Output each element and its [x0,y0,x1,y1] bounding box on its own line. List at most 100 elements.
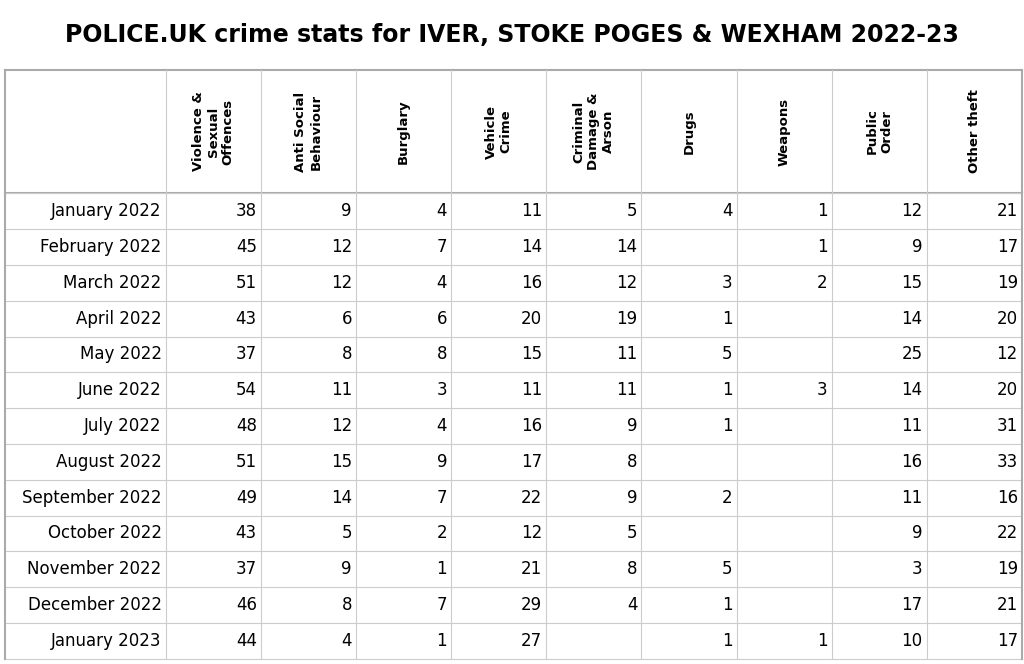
Text: April 2022: April 2022 [76,309,162,327]
Text: 19: 19 [996,274,1018,292]
Text: 4: 4 [436,203,447,220]
Text: 27: 27 [521,631,542,650]
Text: 19: 19 [616,309,637,327]
Text: 37: 37 [236,345,257,363]
Text: 25: 25 [901,345,923,363]
Text: 9: 9 [341,560,352,578]
Text: 4: 4 [722,203,732,220]
Text: 1: 1 [722,381,732,399]
Text: 16: 16 [521,417,542,435]
Text: 1: 1 [817,631,827,650]
Text: 9: 9 [341,203,352,220]
Text: 8: 8 [627,453,637,471]
Text: 1: 1 [722,417,732,435]
Text: 20: 20 [521,309,542,327]
Text: 3: 3 [912,560,923,578]
Text: 9: 9 [627,417,637,435]
Text: 7: 7 [436,489,447,507]
Text: 14: 14 [521,238,542,256]
Text: 20: 20 [996,309,1018,327]
Text: 12: 12 [331,274,352,292]
Text: 1: 1 [436,631,447,650]
Text: 22: 22 [996,525,1018,542]
Text: 4: 4 [436,274,447,292]
Text: 8: 8 [341,596,352,614]
Text: 17: 17 [521,453,542,471]
Text: 22: 22 [521,489,542,507]
Text: 14: 14 [616,238,637,256]
Text: February 2022: February 2022 [40,238,162,256]
Text: 31: 31 [996,417,1018,435]
Text: 45: 45 [236,238,257,256]
Text: 12: 12 [616,274,637,292]
Text: 12: 12 [331,238,352,256]
Text: Violence &
Sexual
Offences: Violence & Sexual Offences [191,92,234,171]
Text: 11: 11 [901,417,923,435]
Text: 4: 4 [436,417,447,435]
Text: 11: 11 [901,489,923,507]
Text: 14: 14 [331,489,352,507]
Text: 33: 33 [996,453,1018,471]
Text: August 2022: August 2022 [56,453,162,471]
Text: 14: 14 [901,381,923,399]
Text: September 2022: September 2022 [23,489,162,507]
Text: 43: 43 [236,525,257,542]
Text: 6: 6 [436,309,447,327]
Text: 4: 4 [627,596,637,614]
Text: Burglary: Burglary [397,99,410,164]
Text: 17: 17 [996,238,1018,256]
Text: 5: 5 [627,203,637,220]
Text: July 2022: July 2022 [84,417,162,435]
Text: 1: 1 [722,631,732,650]
Text: 51: 51 [236,453,257,471]
Text: 16: 16 [521,274,542,292]
Text: 15: 15 [331,453,352,471]
Text: March 2022: March 2022 [63,274,162,292]
Text: 1: 1 [817,238,827,256]
Text: 17: 17 [901,596,923,614]
Text: 1: 1 [722,309,732,327]
Text: 10: 10 [901,631,923,650]
Text: 5: 5 [341,525,352,542]
Text: 48: 48 [236,417,257,435]
Text: 12: 12 [901,203,923,220]
Text: 3: 3 [817,381,827,399]
Text: October 2022: October 2022 [48,525,162,542]
Text: 21: 21 [996,203,1018,220]
Text: 9: 9 [912,238,923,256]
Text: 15: 15 [521,345,542,363]
Text: Vehicle
Crime: Vehicle Crime [484,104,513,159]
Text: 8: 8 [341,345,352,363]
Text: 9: 9 [627,489,637,507]
Text: 16: 16 [996,489,1018,507]
Text: 20: 20 [996,381,1018,399]
Text: December 2022: December 2022 [28,596,162,614]
Text: 29: 29 [521,596,542,614]
Text: 11: 11 [521,381,542,399]
Text: 2: 2 [817,274,827,292]
Text: January 2022: January 2022 [51,203,162,220]
Text: 14: 14 [901,309,923,327]
Text: Public
Order: Public Order [865,109,893,155]
Text: 49: 49 [236,489,257,507]
Text: 1: 1 [817,203,827,220]
Text: 9: 9 [436,453,447,471]
Text: 12: 12 [996,345,1018,363]
Text: 8: 8 [627,560,637,578]
Text: 11: 11 [331,381,352,399]
Text: 9: 9 [912,525,923,542]
Text: Criminal
Damage &
Arson: Criminal Damage & Arson [572,93,615,170]
Text: 3: 3 [722,274,732,292]
Text: 4: 4 [341,631,352,650]
Text: 44: 44 [236,631,257,650]
Text: 6: 6 [341,309,352,327]
Text: 2: 2 [436,525,447,542]
Text: June 2022: June 2022 [78,381,162,399]
Text: 5: 5 [627,525,637,542]
Text: 21: 21 [996,596,1018,614]
Text: 5: 5 [722,560,732,578]
Text: 7: 7 [436,596,447,614]
Text: 11: 11 [616,345,637,363]
Text: Other theft: Other theft [968,90,981,173]
Text: 5: 5 [722,345,732,363]
